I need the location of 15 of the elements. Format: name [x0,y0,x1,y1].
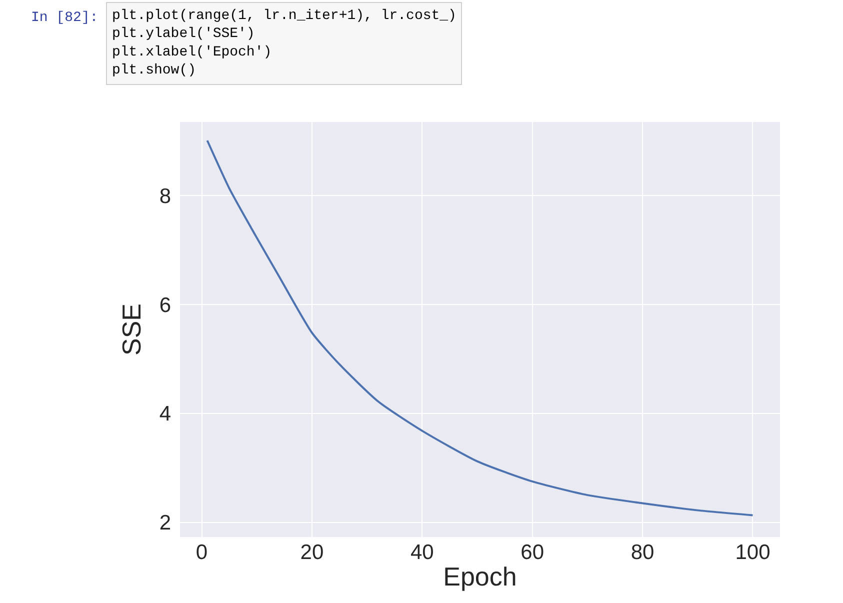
text: plt.plot(range(1, lr.n_iter+1), lr.cost_) plt.ylabel('SSE') plt.xlabel('Epoch') plt.show() [112,8,456,79]
y-tick-label: 8 [159,184,171,208]
y-tick-label: 6 [159,294,171,317]
x-tick-label: 100 [735,541,770,564]
x-axis-title: Epoch [443,562,517,592]
y-tick-label: 2 [159,512,171,535]
x-tick-label: 60 [520,541,544,564]
x-tick-label: 40 [410,541,434,564]
x-tick-label: 80 [630,541,654,564]
text: In [82]: [31,10,98,26]
x-tick-label: 0 [196,541,208,564]
line-series [206,140,754,516]
x-tick-label: 20 [300,541,324,564]
y-axis-title: SSE [116,303,147,356]
y-tick-label: 4 [159,402,172,426]
